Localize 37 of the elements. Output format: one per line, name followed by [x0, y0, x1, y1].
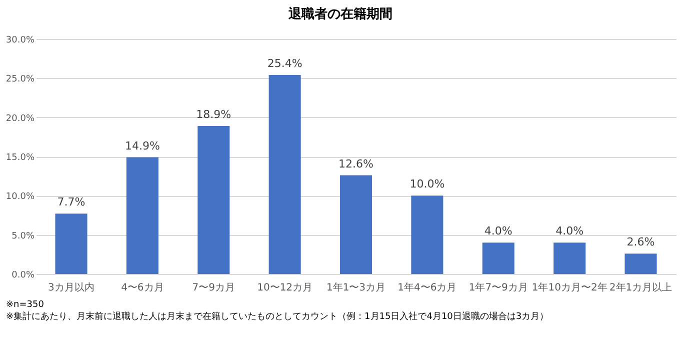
text: ※n=350 — [6, 300, 44, 310]
x-tick-label: 7〜9カ月 — [192, 282, 235, 294]
bar — [554, 242, 586, 274]
x-tick-label: 10〜12カ月 — [257, 282, 313, 294]
data-label: 4.0% — [556, 224, 584, 238]
bar — [411, 196, 444, 274]
text: ※集計にあたり、月末前に退職した人は月末まで在籍していたものとしてカウント（例：1月15日入社で4月10日退職の場合は3カ月） — [6, 311, 549, 322]
data-label: 14.9% — [124, 139, 160, 152]
x-tick-label: 1年1〜3カ月 — [326, 282, 386, 294]
x-tick-label: 1年10カ月〜2年 — [532, 282, 608, 294]
data-label: 25.4% — [267, 57, 302, 70]
y-tick-label: 15.0% — [6, 153, 35, 163]
chart-title: 退職者の在籍期間 — [288, 6, 393, 22]
y-tick-label: 0.0% — [12, 270, 35, 280]
x-tick-label: 4〜6カ月 — [121, 282, 164, 294]
bar — [198, 126, 230, 274]
x-tick-label: 2年1カ月以上 — [609, 282, 672, 294]
x-tick-label: 1年7〜9カ月 — [468, 282, 528, 294]
data-label: 12.6% — [338, 157, 374, 170]
data-label: 7.7% — [57, 196, 86, 209]
data-label: 4.0% — [484, 224, 512, 238]
y-tick-label: 20.0% — [6, 114, 35, 124]
x-tick-label: 1年4〜6カ月 — [398, 282, 457, 294]
data-label: 10.0% — [410, 178, 445, 191]
data-label: 18.9% — [196, 108, 232, 121]
bar — [55, 214, 88, 274]
bar — [126, 157, 158, 274]
x-tick-label: 3カ月以内 — [48, 282, 94, 294]
y-tick-label: 30.0% — [6, 36, 35, 46]
bar — [482, 242, 514, 274]
bar — [268, 75, 301, 274]
data-label: 2.6% — [626, 236, 655, 249]
bar — [624, 254, 657, 274]
bar — [340, 175, 372, 274]
y-tick-label: 25.0% — [6, 74, 35, 85]
y-tick-label: 5.0% — [12, 231, 35, 242]
y-tick-label: 10.0% — [6, 192, 35, 202]
